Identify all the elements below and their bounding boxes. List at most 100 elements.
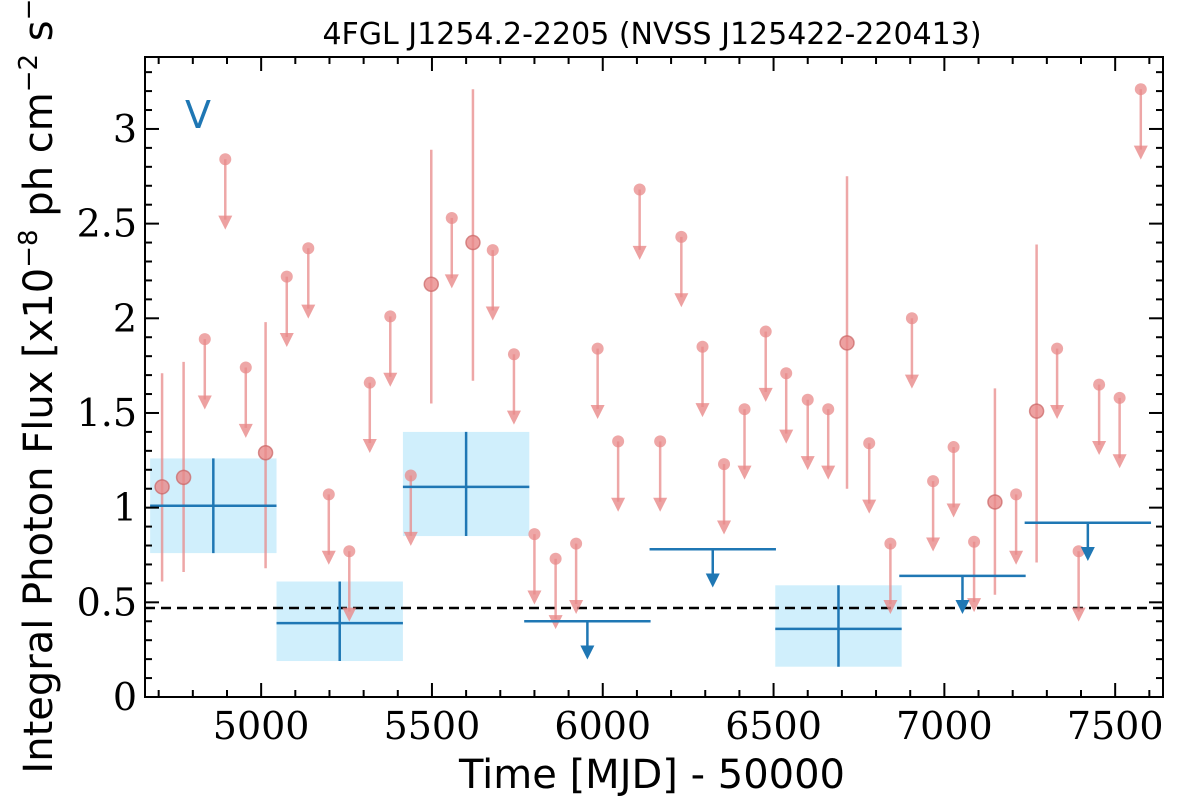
short-bin-upper-limit-marker (927, 475, 940, 488)
short-bin-upper-limit-marker (322, 488, 335, 501)
short-bin-upper-limit-marker (219, 153, 232, 166)
short-bin-upper-limit-arrow (1050, 404, 1065, 419)
y-axis-title-exp1: −8 (14, 229, 44, 267)
short-bin-upper-limit-marker (486, 244, 499, 257)
x-tick-label: 7500 (1067, 704, 1164, 748)
short-bin-upper-limit-arrow (1133, 145, 1148, 160)
short-bin-point (257, 444, 274, 461)
short-bin-upper-limit-marker (612, 435, 625, 448)
short-bin-upper-limit-marker (404, 469, 417, 482)
short-bin-upper-limit-arrow (946, 503, 961, 518)
short-bin-upper-limit-marker (654, 435, 667, 448)
short-bin-upper-limit-marker (696, 340, 709, 353)
short-bin-upper-limit-marker (239, 361, 252, 374)
short-bin-point (1028, 403, 1045, 419)
short-bin-upper-limit-arrow (883, 600, 898, 615)
short-bin-upper-limit-marker (675, 230, 688, 243)
plot-area: 5000 5500 6000 6500 7000 7500 0 0.5 1 1.5 2 2.5 3 V (77, 56, 1164, 748)
short-bin-upper-limit-arrow (218, 215, 233, 230)
short-bin-upper-limit-marker (905, 312, 918, 325)
short-bin-point (839, 335, 855, 351)
y-tick-label: 3 (113, 107, 137, 151)
short-bin-upper-limit-arrow (1071, 607, 1086, 622)
short-bin-upper-limit-marker (780, 367, 793, 380)
short-bin-upper-limit-arrow (967, 598, 982, 613)
short-bin-upper-limit-marker (759, 325, 772, 338)
x-tick-label: 5000 (213, 704, 310, 748)
short-bin-upper-limit-arrow (800, 456, 815, 471)
short-bin-upper-limit-arrow (1112, 454, 1127, 469)
short-bin-upper-limit-marker (507, 348, 520, 361)
short-bin-upper-limit-arrow (197, 395, 212, 410)
short-bin-upper-limit-marker (198, 333, 211, 346)
long-bin-upper-limit-arrow (955, 600, 970, 615)
short-bin-upper-limit-marker (549, 552, 562, 565)
short-bin-upper-limit-marker (343, 545, 356, 558)
short-bin-upper-limit-arrow (904, 374, 919, 389)
chart-title: 4FGL J1254.2-2205 (NVSS J125422-220413) (322, 17, 981, 52)
long-bin-upper-limit-arrow (705, 573, 720, 588)
short-bin-upper-limit-arrow (1009, 550, 1024, 565)
band-label: V (185, 93, 211, 137)
short-bin-point (465, 234, 481, 251)
y-axis-title-base: Integral Photon Flux [x10 (16, 268, 62, 774)
short-bin-upper-limit-arrow (926, 537, 941, 552)
long-bin-upper-limit-arrow (580, 645, 595, 660)
short-bin-upper-limit-marker (822, 403, 835, 416)
short-bin-upper-limit-arrow (444, 274, 459, 289)
short-bin-upper-limit-marker (302, 242, 315, 255)
y-tick-label: 0 (113, 675, 137, 719)
short-bin-upper-limit-marker (1134, 83, 1147, 96)
short-bin-upper-limit-arrow (279, 333, 294, 348)
y-tick-label: 2.5 (77, 202, 137, 246)
short-bin-upper-limit-arrow (569, 600, 584, 615)
x-axis-title: Time [MJD] - 50000 (458, 752, 845, 798)
short-bin-upper-limit-marker (445, 211, 458, 224)
short-bin-upper-limit-arrow (737, 465, 752, 480)
short-bin-upper-limit-marker (1051, 342, 1064, 355)
short-bin-upper-limit-arrow (301, 304, 316, 319)
short-bin-upper-limit-marker (280, 270, 293, 283)
x-tick-label: 6500 (725, 704, 822, 748)
short-bin-upper-limit-marker (570, 537, 583, 550)
short-bin-upper-limit-arrow (611, 497, 626, 512)
short-bin-point (175, 469, 192, 486)
short-bin-upper-limit-arrow (1092, 440, 1107, 455)
short-bin-upper-limit-arrow (717, 520, 732, 535)
short-bin-upper-limit-arrow (653, 497, 668, 512)
short-bin-upper-limit-marker (1113, 391, 1126, 404)
short-bin-upper-limit-arrow (527, 590, 542, 605)
short-bin-upper-limit-marker (1093, 378, 1106, 391)
short-bin-upper-limit-arrow (321, 550, 336, 565)
short-bin-upper-limit-arrow (632, 245, 647, 260)
short-bin-upper-limit-arrow (485, 306, 500, 321)
y-axis-title: Integral Photon Flux [x10−8 ph cm−2 s−1] (14, 0, 62, 774)
short-bin-upper-limit-arrow (383, 372, 398, 387)
short-bin-point (423, 276, 440, 292)
long-bin-upper-limit-arrow (1080, 546, 1095, 561)
short-bin-upper-limit-arrow (779, 429, 794, 444)
short-bin-upper-limit-arrow (403, 531, 418, 546)
short-bin-upper-limit-arrow (362, 439, 377, 454)
short-bin-upper-limit-arrow (821, 465, 836, 480)
short-bin-upper-limit-marker (528, 528, 541, 541)
short-bin-upper-limit-arrow (342, 607, 357, 622)
short-bin-upper-limit-arrow (674, 293, 689, 308)
x-tick-label: 6000 (554, 704, 651, 748)
short-bin-upper-limit-marker (1010, 488, 1023, 501)
short-bin-upper-limit-marker (968, 535, 981, 548)
short-bin-upper-limit-arrow (862, 499, 877, 514)
short-bin-upper-limit-marker (633, 183, 646, 196)
short-bin-upper-limit-marker (384, 310, 397, 323)
y-tick-label: 1.5 (77, 391, 137, 435)
short-bin-upper-limit-marker (801, 393, 814, 406)
short-bin-upper-limit-arrow (590, 404, 605, 419)
y-tick-label: 1 (113, 486, 137, 530)
y-tick-label: 2 (113, 296, 137, 340)
short-bin-upper-limit-arrow (758, 387, 773, 402)
x-tick-label: 5500 (384, 704, 481, 748)
short-bin-upper-limit-marker (591, 342, 604, 355)
y-axis-title-exp3: −1 (14, 0, 44, 20)
short-bin-upper-limit-marker (863, 437, 876, 450)
